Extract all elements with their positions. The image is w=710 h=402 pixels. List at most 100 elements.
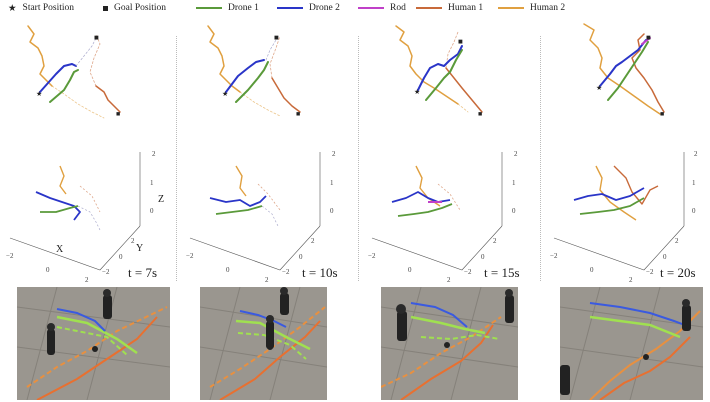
- z-tick: 0: [330, 207, 334, 215]
- legend-drone1: Drone 1: [196, 1, 259, 15]
- planned-path-3d: [77, 205, 101, 231]
- experiment-photo-1: [17, 287, 170, 400]
- drone2-path: [417, 45, 463, 91]
- axes-3d: [371, 152, 503, 271]
- drone1-path: [235, 61, 269, 103]
- z-tick: 1: [150, 179, 154, 187]
- y-tick: 0: [299, 253, 303, 261]
- drone2-path-3d: [391, 191, 451, 203]
- star-icon: ★: [8, 3, 17, 14]
- x-tick: 0: [226, 266, 230, 274]
- z-tick: 0: [150, 207, 154, 215]
- drone2-path-3d: [573, 187, 645, 201]
- time-label: t = 7s: [128, 265, 158, 280]
- y-tick: −2: [646, 268, 654, 276]
- trajectory-plot: ■ ★ ■: [553, 23, 685, 271]
- separator: [358, 36, 359, 281]
- human1-path: [631, 33, 665, 113]
- z-tick: 0: [692, 207, 696, 215]
- x-tick: 2: [629, 276, 633, 284]
- y-tick: 0: [119, 253, 123, 261]
- human1-plan-3d: [437, 183, 461, 211]
- drone1-path: [49, 69, 79, 103]
- x-tick: 2: [447, 276, 451, 284]
- human2-path-3d: [59, 165, 67, 195]
- y-tick: −2: [282, 268, 290, 276]
- human2-plan: [51, 85, 105, 119]
- human2-swatch: [498, 7, 524, 9]
- drone1-path: [607, 41, 649, 101]
- drone2-path-3d: [35, 191, 81, 221]
- x-tick: 2: [85, 276, 89, 284]
- human1-plan-3d: [79, 185, 101, 213]
- human2-plan: [239, 91, 281, 117]
- top-view: [27, 25, 121, 119]
- start-marker: ★: [36, 90, 42, 98]
- x-tick: −2: [550, 252, 558, 260]
- z-tick: 1: [512, 179, 516, 187]
- drone2-path-3d: [209, 195, 267, 207]
- planned-path: [75, 37, 97, 67]
- x-axis-label: X: [56, 244, 64, 255]
- drone2-path: [39, 63, 77, 93]
- z-tick: 2: [152, 150, 156, 158]
- top-view: [207, 25, 301, 117]
- y-tick: 0: [663, 253, 667, 261]
- legend-start: ★ Start Position: [8, 3, 74, 14]
- x-tick: −2: [368, 252, 376, 260]
- human1-path: [95, 85, 121, 113]
- start-marker: ■: [660, 110, 664, 118]
- z-tick: 2: [694, 150, 698, 158]
- top-view: [395, 25, 483, 113]
- goal-marker: ■: [458, 37, 463, 46]
- human2-path-3d: [235, 165, 247, 197]
- trajectory-plot: ■ ★ ■: [371, 25, 503, 271]
- z-tick: 2: [332, 150, 336, 158]
- z-tick: 0: [512, 207, 516, 215]
- legend-drone2: Drone 2: [277, 1, 340, 15]
- x-tick: −2: [6, 252, 14, 260]
- start-marker: ★: [222, 90, 228, 98]
- axes-3d: [9, 152, 141, 271]
- planned-path: [265, 39, 277, 61]
- y-tick: 2: [131, 237, 135, 245]
- drone1-path-3d: [215, 205, 263, 215]
- x-tick: 0: [46, 266, 50, 274]
- time-label: t = 15s: [484, 265, 520, 280]
- human1-plan: [269, 35, 281, 79]
- y-tick: 2: [493, 237, 497, 245]
- drone1-path-3d: [579, 197, 645, 215]
- drone1-path-3d: [397, 203, 453, 217]
- separator: [540, 36, 541, 281]
- human1-plan-3d: [257, 183, 281, 211]
- goal-marker: ■: [94, 33, 99, 42]
- axes-3d: [189, 152, 321, 271]
- human2-path: [583, 23, 661, 115]
- human1-plan: [89, 33, 101, 87]
- goal-marker: ■: [274, 33, 279, 42]
- x-tick: 0: [408, 266, 412, 274]
- legend-rod: Rod: [358, 1, 406, 15]
- trajectory-plot: ■ ★ ■: [189, 25, 321, 271]
- human1-path-3d: [613, 165, 659, 205]
- square-icon: [103, 5, 108, 11]
- legend-human2: Human 2: [498, 1, 565, 15]
- start-marker: ■: [116, 110, 120, 118]
- legend-goal: Goal Position: [103, 1, 166, 15]
- experiment-photo-4: [560, 287, 703, 400]
- y-tick: 2: [311, 237, 315, 245]
- start-marker: ★: [596, 84, 602, 92]
- z-tick: 1: [330, 179, 334, 187]
- top-view: [583, 23, 665, 115]
- human1-plan: [445, 31, 459, 69]
- x-tick: 0: [590, 266, 594, 274]
- drone1-path: [425, 49, 463, 101]
- y-tick: −2: [102, 268, 110, 276]
- human2-plan: [457, 103, 469, 113]
- human1-path: [271, 77, 301, 113]
- axes-3d: [553, 152, 685, 271]
- start-marker: ★: [414, 88, 420, 96]
- time-label: t = 20s: [660, 265, 696, 280]
- photo-scene: [560, 287, 703, 400]
- y-tick: 0: [481, 253, 485, 261]
